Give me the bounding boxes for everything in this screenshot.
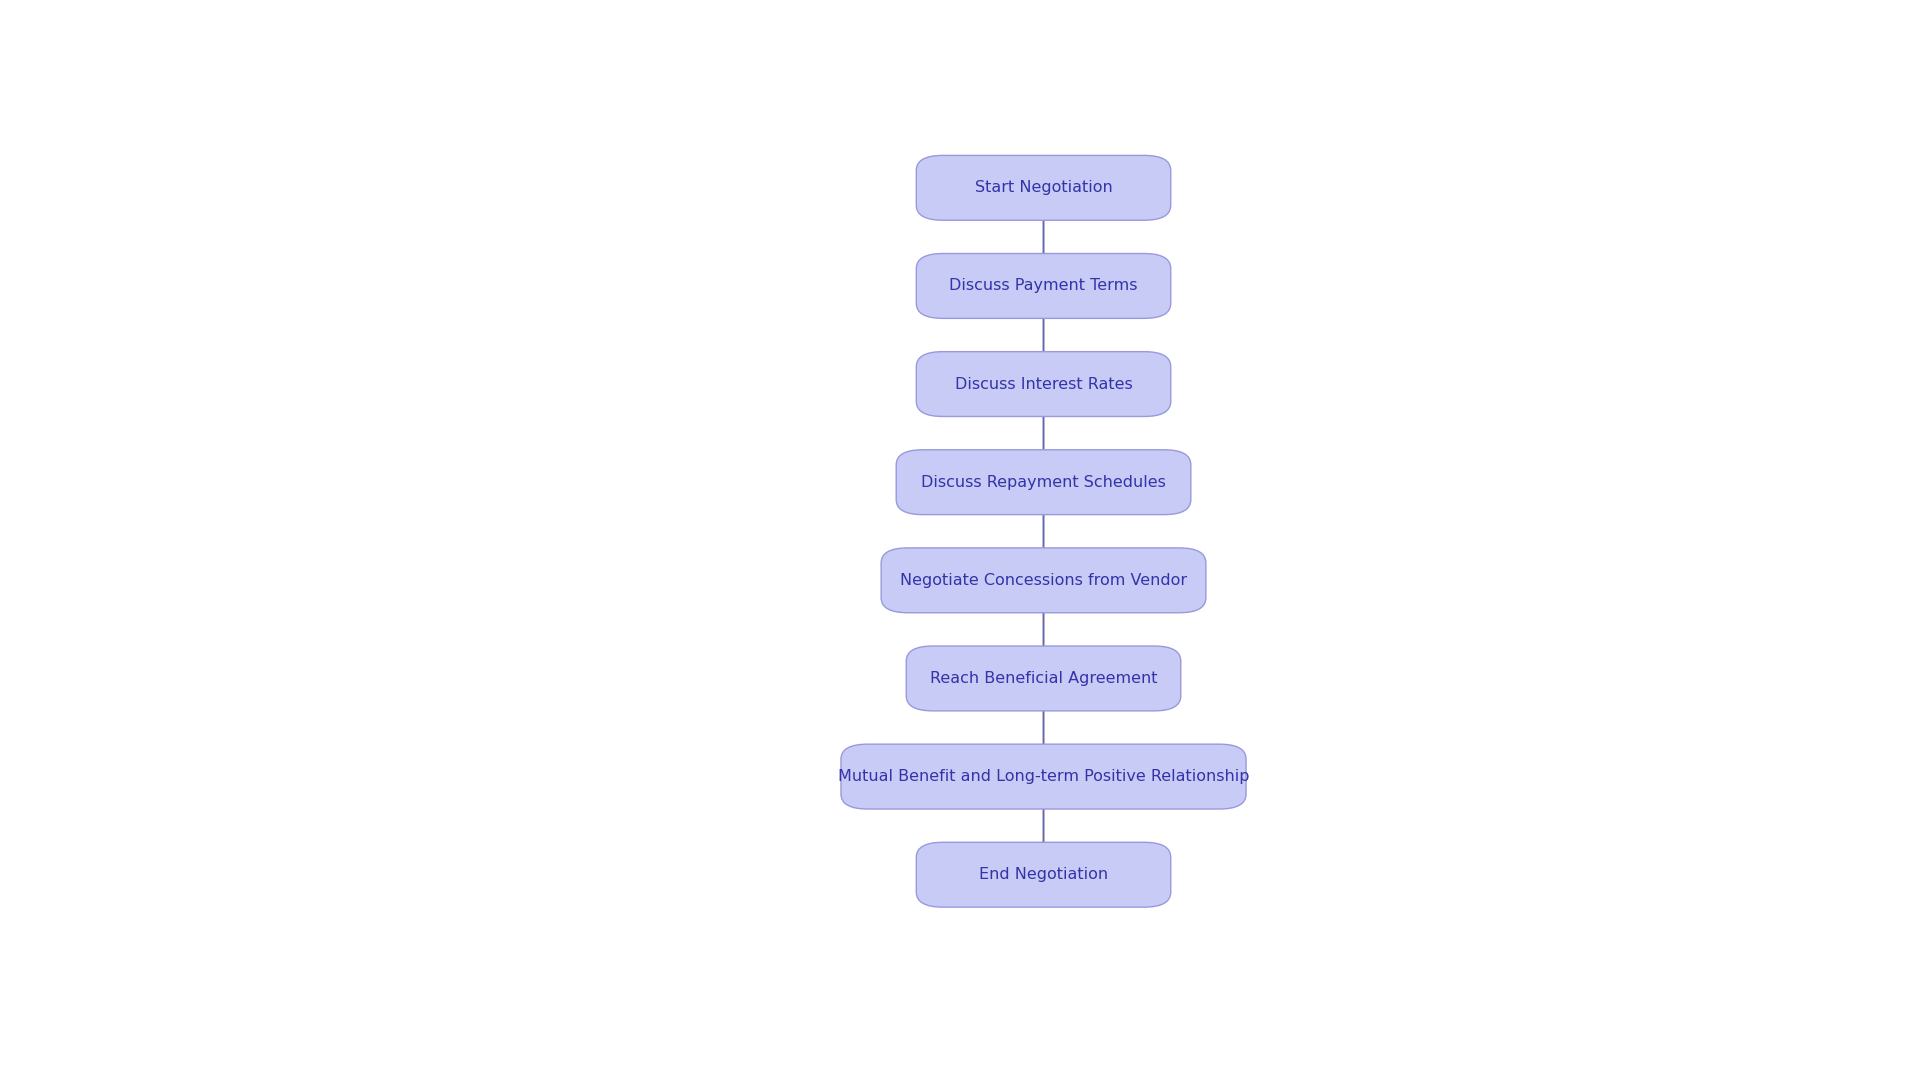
FancyBboxPatch shape — [897, 449, 1190, 515]
FancyBboxPatch shape — [906, 646, 1181, 711]
Text: Reach Beneficial Agreement: Reach Beneficial Agreement — [929, 671, 1158, 686]
Text: End Negotiation: End Negotiation — [979, 867, 1108, 882]
FancyBboxPatch shape — [916, 352, 1171, 417]
Text: Start Negotiation: Start Negotiation — [975, 180, 1112, 195]
FancyBboxPatch shape — [841, 744, 1246, 809]
Text: Discuss Interest Rates: Discuss Interest Rates — [954, 377, 1133, 392]
FancyBboxPatch shape — [916, 254, 1171, 319]
FancyBboxPatch shape — [916, 842, 1171, 907]
FancyBboxPatch shape — [916, 156, 1171, 220]
Text: Discuss Repayment Schedules: Discuss Repayment Schedules — [922, 475, 1165, 489]
Text: Discuss Payment Terms: Discuss Payment Terms — [948, 279, 1139, 294]
Text: Mutual Benefit and Long-term Positive Relationship: Mutual Benefit and Long-term Positive Re… — [837, 769, 1250, 784]
Text: Negotiate Concessions from Vendor: Negotiate Concessions from Vendor — [900, 572, 1187, 588]
FancyBboxPatch shape — [881, 548, 1206, 612]
